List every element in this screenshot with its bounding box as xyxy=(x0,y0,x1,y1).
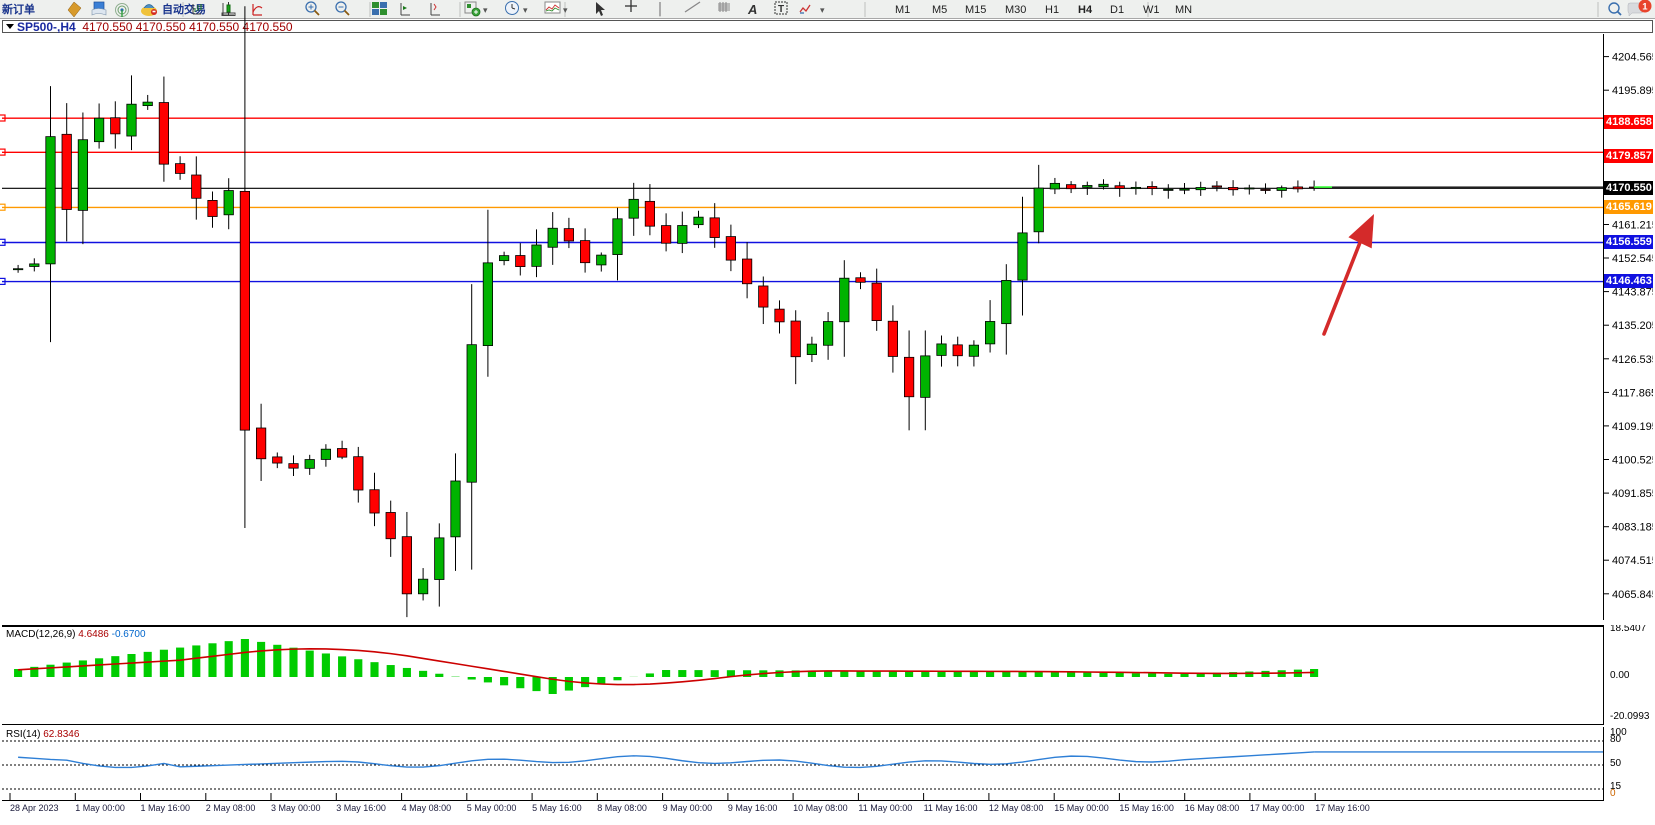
svg-text:4065.845: 4065.845 xyxy=(1612,589,1653,601)
svg-text:4195.895: 4195.895 xyxy=(1612,85,1653,97)
svg-text:4109.195: 4109.195 xyxy=(1612,421,1653,433)
svg-text:▾: ▾ xyxy=(523,5,528,15)
svg-text:4143.875: 4143.875 xyxy=(1612,287,1653,299)
svg-text:4083.185: 4083.185 xyxy=(1612,522,1653,534)
svg-text:4074.515: 4074.515 xyxy=(1612,555,1653,567)
svg-text:▾: ▾ xyxy=(820,5,825,15)
svg-text:W1: W1 xyxy=(1143,4,1160,16)
svg-text:H1: H1 xyxy=(1045,4,1059,16)
svg-text:T: T xyxy=(778,4,784,15)
svg-text:4152.545: 4152.545 xyxy=(1612,253,1653,265)
svg-text:4091.855: 4091.855 xyxy=(1612,488,1653,500)
svg-text:4117.865: 4117.865 xyxy=(1612,387,1653,399)
svg-text:A: A xyxy=(747,2,757,17)
svg-text:4100.525: 4100.525 xyxy=(1612,455,1653,467)
svg-text:▾: ▾ xyxy=(563,5,568,15)
svg-text:4204.565: 4204.565 xyxy=(1612,52,1653,64)
svg-text:新订单: 新订单 xyxy=(2,2,35,16)
svg-text:D1: D1 xyxy=(1110,4,1124,16)
svg-text:4161.215: 4161.215 xyxy=(1612,220,1653,232)
svg-text:M1: M1 xyxy=(895,4,910,16)
svg-text:M5: M5 xyxy=(932,4,947,16)
svg-text:4126.535: 4126.535 xyxy=(1612,354,1653,366)
svg-text:M15: M15 xyxy=(965,4,986,16)
svg-text:▾: ▾ xyxy=(483,5,488,15)
svg-text:M30: M30 xyxy=(1005,4,1026,16)
svg-text:MN: MN xyxy=(1175,4,1192,16)
svg-text:H4: H4 xyxy=(1078,4,1093,16)
svg-text:1: 1 xyxy=(1642,2,1648,13)
svg-text:4135.205: 4135.205 xyxy=(1612,320,1653,332)
